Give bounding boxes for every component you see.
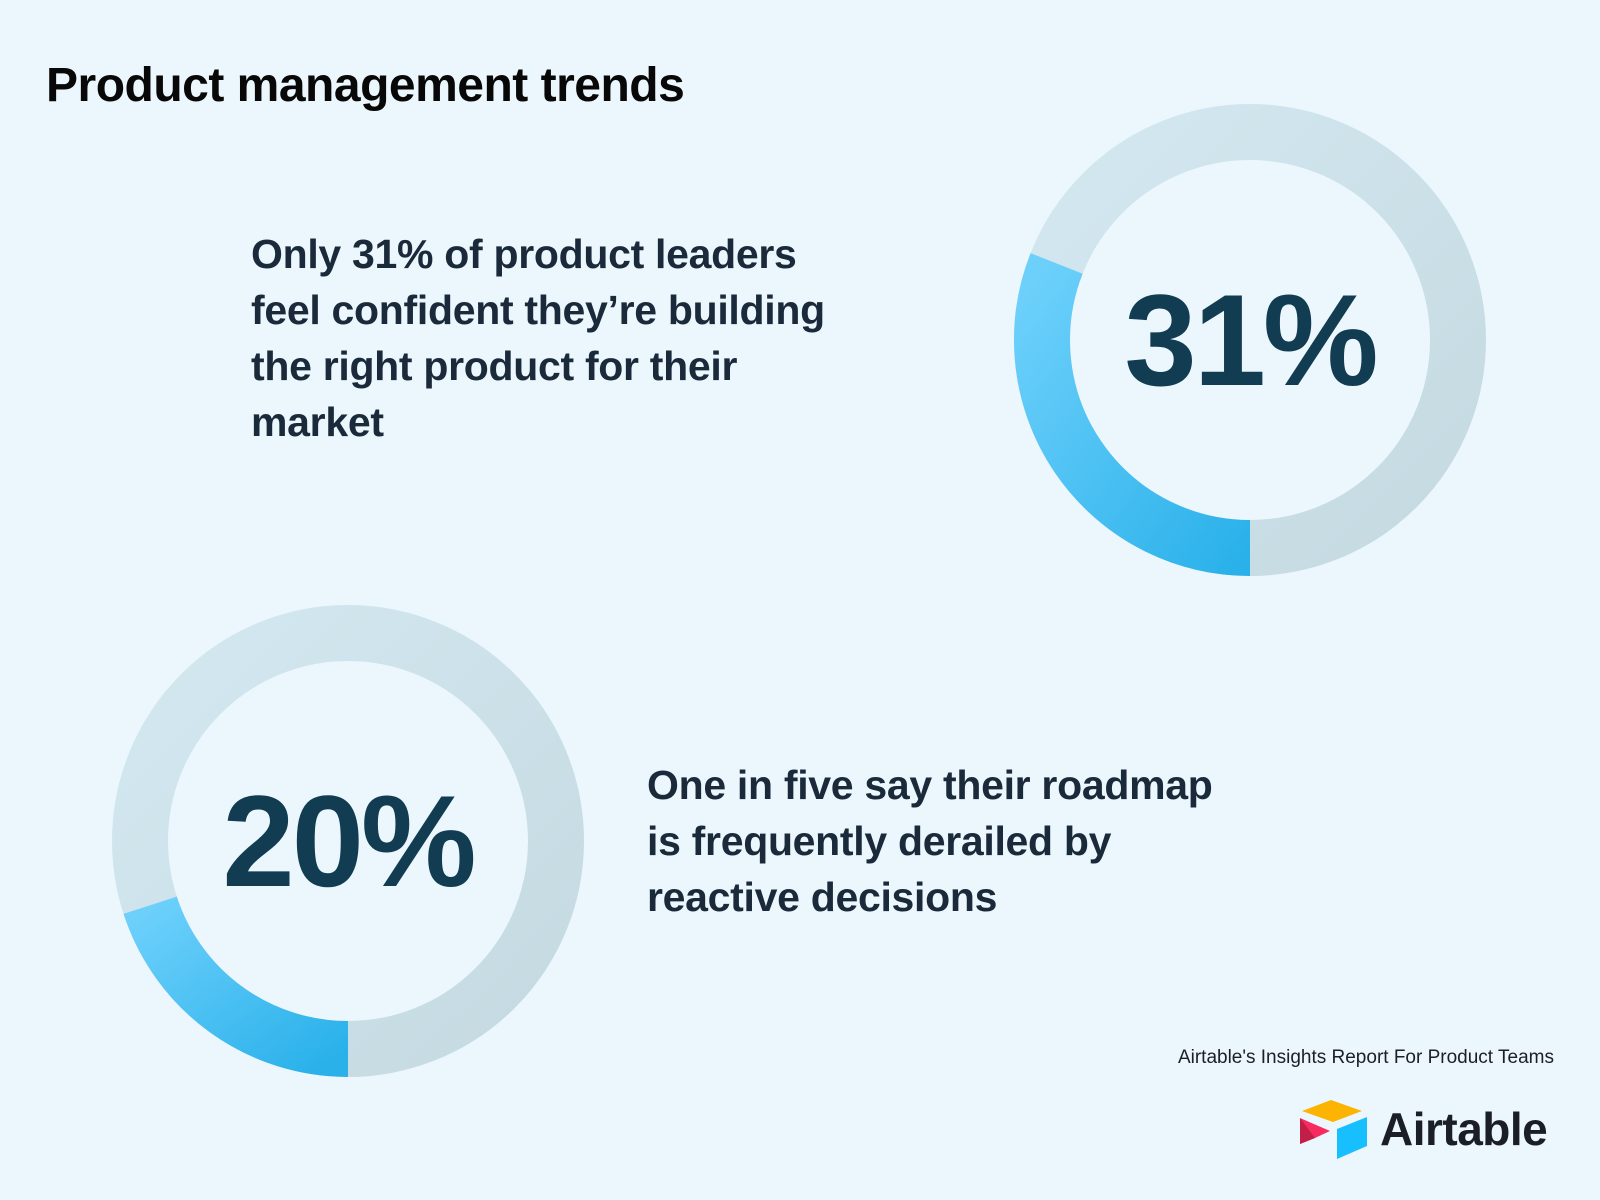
page-title: Product management trends <box>46 59 685 112</box>
source-note: Airtable's Insights Report For Product T… <box>1177 1047 1554 1068</box>
donut-value-arc <box>123 896 349 1077</box>
donut-center-label: 31% <box>1124 267 1376 413</box>
donut-center-label: 20% <box>222 768 474 914</box>
stat-description-line: is frequently derailed by <box>647 818 1112 864</box>
stat-description-line: Only 31% of product leaders <box>251 231 797 277</box>
airtable-logo-icon <box>1300 1100 1367 1159</box>
stat-description-1: Only 31% of product leaders feel confide… <box>251 226 825 450</box>
brand-name: Airtable <box>1380 1103 1548 1155</box>
brand-logo: Airtable <box>1298 1098 1548 1160</box>
stat-description-line: market <box>251 399 384 445</box>
stat-description-line: feel confident they’re building <box>251 287 825 333</box>
stat-description-line: One in five say their roadmap <box>647 762 1213 808</box>
donut-chart-2: 20% <box>112 605 584 1077</box>
stat-description-line: reactive decisions <box>647 874 998 920</box>
stat-description-line: the right product for their <box>251 343 738 389</box>
stat-description-2: One in five say their roadmap is frequen… <box>647 757 1213 925</box>
donut-value-arc <box>1014 253 1251 576</box>
donut-chart-1: 31% <box>1014 104 1486 576</box>
